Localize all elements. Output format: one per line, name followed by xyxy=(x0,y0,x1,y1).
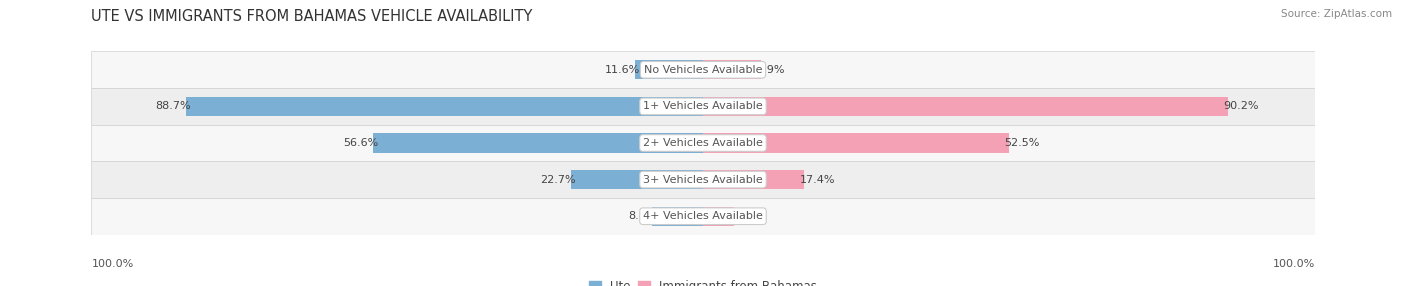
Text: 22.7%: 22.7% xyxy=(540,175,575,184)
Bar xyxy=(652,207,703,226)
Text: UTE VS IMMIGRANTS FROM BAHAMAS VEHICLE AVAILABILITY: UTE VS IMMIGRANTS FROM BAHAMAS VEHICLE A… xyxy=(91,9,533,23)
Bar xyxy=(187,97,703,116)
Text: 100.0%: 100.0% xyxy=(91,259,134,269)
Text: No Vehicles Available: No Vehicles Available xyxy=(644,65,762,75)
Bar xyxy=(91,51,1315,88)
Text: 90.2%: 90.2% xyxy=(1223,102,1260,111)
Text: 2+ Vehicles Available: 2+ Vehicles Available xyxy=(643,138,763,148)
Bar xyxy=(703,207,734,226)
Bar xyxy=(636,60,703,79)
Text: 3+ Vehicles Available: 3+ Vehicles Available xyxy=(643,175,763,184)
Text: 17.4%: 17.4% xyxy=(800,175,835,184)
Text: 1+ Vehicles Available: 1+ Vehicles Available xyxy=(643,102,763,111)
Text: Source: ZipAtlas.com: Source: ZipAtlas.com xyxy=(1281,9,1392,19)
Bar xyxy=(703,60,761,79)
Bar xyxy=(91,125,1315,161)
Text: 100.0%: 100.0% xyxy=(1272,259,1315,269)
Bar xyxy=(91,88,1315,125)
Text: 5.3%: 5.3% xyxy=(730,211,758,221)
Text: 8.8%: 8.8% xyxy=(628,211,657,221)
Bar xyxy=(571,170,703,189)
Bar xyxy=(703,134,1010,152)
Text: 52.5%: 52.5% xyxy=(1004,138,1039,148)
Bar xyxy=(91,161,1315,198)
Text: 9.9%: 9.9% xyxy=(756,65,785,75)
Legend: Ute, Immigrants from Bahamas: Ute, Immigrants from Bahamas xyxy=(589,280,817,286)
Bar xyxy=(374,134,703,152)
Text: 56.6%: 56.6% xyxy=(343,138,378,148)
Text: 11.6%: 11.6% xyxy=(605,65,640,75)
Bar xyxy=(91,198,1315,235)
Text: 4+ Vehicles Available: 4+ Vehicles Available xyxy=(643,211,763,221)
Text: 88.7%: 88.7% xyxy=(156,102,191,111)
Bar xyxy=(703,97,1229,116)
Bar xyxy=(703,170,804,189)
